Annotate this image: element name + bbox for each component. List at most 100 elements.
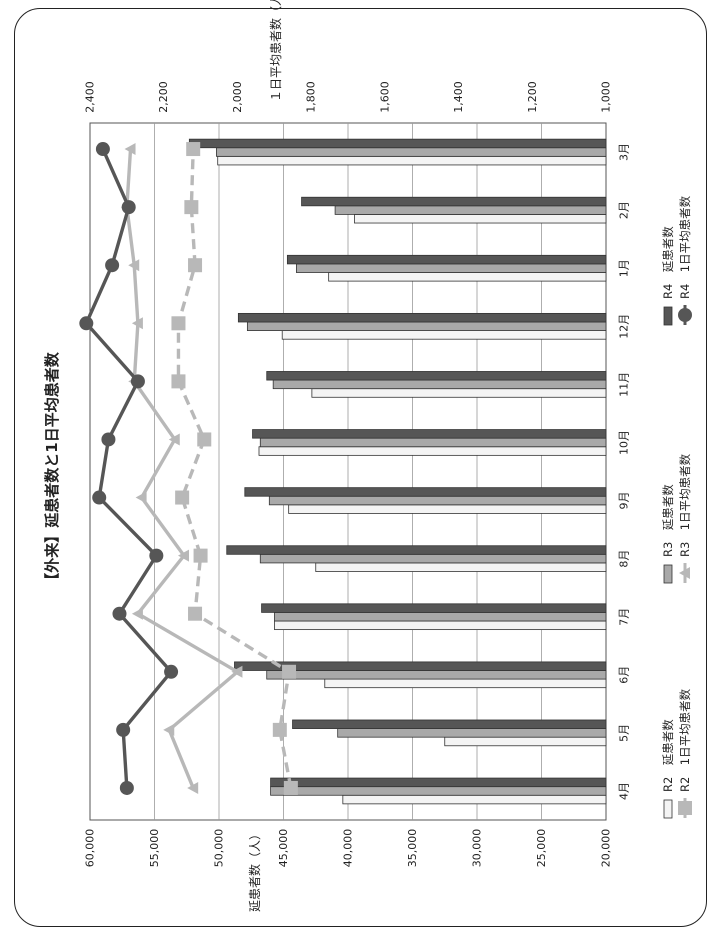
line-point [168,433,180,446]
line-point [171,374,186,389]
category-label: 1月 [618,259,631,277]
bar [274,612,607,622]
line-point [149,548,164,563]
bar [315,562,607,572]
bar [354,214,607,224]
bar [268,495,607,506]
bar [188,138,607,149]
line-point [283,780,298,795]
bar [259,437,607,448]
chart-frame [14,8,707,927]
series-line [84,148,173,789]
category-label: 4月 [618,782,631,800]
line-point [101,432,116,447]
bar [261,603,607,613]
category-label: 10月 [618,430,631,455]
bar [217,155,607,166]
left-axis-tick-label: 45,000 [277,829,290,868]
legend-marker [678,308,692,322]
legend-label: R4 1日平均患者数 [678,195,692,299]
bar [270,786,607,796]
bar [226,545,607,555]
bar [266,670,607,680]
line-point [128,259,140,272]
line-point [164,664,179,679]
line-point [121,200,136,215]
legend-label: R2 延患者数 [661,719,675,792]
bar [337,728,607,738]
line-point [131,317,143,330]
left-axis-label: 延患者数（人） [247,828,262,912]
legend-marker [679,567,690,579]
category-label: 6月 [618,666,631,684]
legend-marker [678,801,692,815]
bar [246,321,607,331]
line-point [187,781,199,794]
bar [266,371,607,381]
line-point [186,142,201,157]
line-point [282,664,297,679]
line-point [105,258,120,273]
right-axis-tick-label: 2,200 [157,81,170,113]
bar [274,620,607,631]
line-point [272,722,287,737]
bar [281,330,607,340]
bar [301,196,607,207]
line-point [177,549,189,562]
category-label: 2月 [618,201,631,219]
line-point [197,432,212,447]
right-axis-tick-label: 1,000 [600,81,613,113]
bar [444,736,607,747]
line-point [188,258,203,273]
bar [259,553,607,564]
legend-label: R3 延患者数 [661,484,675,557]
line-point [92,490,107,505]
bar [286,254,607,265]
series-line [176,148,293,789]
bar [328,272,607,282]
legend-swatch [663,306,673,326]
line-point [171,316,186,331]
line-point [112,606,127,621]
bar [270,777,607,788]
line-point [163,723,175,736]
left-axis-tick-label: 30,000 [471,829,484,868]
right-axis-tick-label: 1,600 [378,81,391,113]
left-axis-tick-label: 40,000 [342,829,355,868]
legend-swatch [663,799,673,819]
bar [237,312,607,323]
category-label: 7月 [618,608,631,626]
left-axis-tick-label: 50,000 [213,829,226,868]
bar [244,487,607,497]
right-axis-label: １日平均患者数（人） [268,0,283,102]
legend-label: R3 1日平均患者数 [678,453,692,557]
left-axis-tick-label: 60,000 [84,829,97,868]
category-label: 8月 [618,550,631,568]
right-axis-tick-label: 1,800 [305,81,318,113]
line-point [231,665,243,678]
bar [342,794,607,805]
line-point [79,316,94,331]
bar [334,205,607,215]
right-axis-tick-label: 2,000 [231,81,244,113]
line-point [124,143,136,156]
bar [324,678,607,689]
bar [311,388,607,398]
bar [288,504,607,514]
bar [295,263,607,273]
line-point [131,607,143,620]
right-axis-tick-label: 1,400 [452,81,465,113]
line-point [188,606,203,621]
right-axis-tick-label: 2,400 [84,81,97,113]
line-point [116,722,131,737]
chart-title: 【外来】延患者数と1日平均患者数 [43,351,61,587]
line-point [119,780,134,795]
right-axis-tick-label: 1,200 [526,81,539,113]
bar [272,379,607,390]
legend-swatch [663,564,673,584]
left-axis-tick-label: 35,000 [406,829,419,868]
category-label: 3月 [618,143,631,161]
category-label: 9月 [618,492,631,510]
bar [216,147,607,157]
